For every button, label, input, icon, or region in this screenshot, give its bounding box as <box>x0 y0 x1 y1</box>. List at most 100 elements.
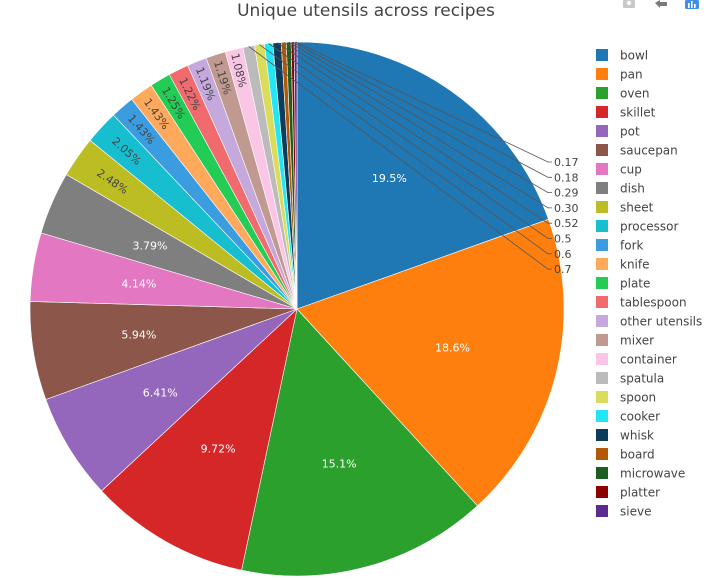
leader-line <box>268 43 552 239</box>
legend-item-platter[interactable]: platter <box>596 486 660 500</box>
legend-item-sieve[interactable]: sieve <box>596 505 651 519</box>
leader-line <box>288 41 552 194</box>
legend-item-tablespoon[interactable]: tablespoon <box>596 296 687 310</box>
legend-label: saucepan <box>620 144 678 158</box>
legend-swatch <box>596 277 608 289</box>
legend-swatch <box>596 505 608 517</box>
pie-slices <box>29 41 565 577</box>
chart-title: Unique utensils across recipes <box>237 1 495 21</box>
legend-swatch <box>596 49 608 61</box>
pie-slice-oven[interactable] <box>241 308 478 577</box>
legend-swatch <box>596 106 608 118</box>
legend-label: other utensils <box>620 315 702 329</box>
legend-swatch <box>596 163 608 175</box>
leader-line <box>276 42 552 224</box>
legend-item-skillet[interactable]: skillet <box>596 106 656 120</box>
pie-label-dish: 3.79% <box>133 239 168 252</box>
leader-line <box>295 41 552 163</box>
legend-swatch <box>596 201 608 213</box>
pie-outside-label: 0.30 <box>554 202 579 215</box>
camera-icon[interactable] <box>622 0 636 9</box>
pie-leader-lines <box>248 41 552 270</box>
pie-slice-skillet[interactable] <box>101 308 298 571</box>
legend-label: plate <box>620 277 650 291</box>
pie-outside-label: 0.52 <box>554 217 579 230</box>
pie-outside-label: 0.7 <box>554 263 572 276</box>
legend-swatch <box>596 429 608 441</box>
plotly-logo-icon[interactable] <box>685 0 699 9</box>
legend-label: pot <box>620 125 640 139</box>
legend-label: pan <box>620 68 643 82</box>
legend-label: skillet <box>620 106 656 120</box>
legend-item-processor[interactable]: processor <box>596 220 678 234</box>
legend-swatch <box>596 296 608 308</box>
legend-swatch <box>596 68 608 80</box>
legend-item-pan[interactable]: pan <box>596 68 643 82</box>
pie-outside-labels: 0.17 0.18 0.29 0.30 0.52 0.5 0.6 0.7 <box>554 156 579 276</box>
legend-swatch <box>596 353 608 365</box>
legend-label: knife <box>620 258 650 272</box>
legend-label: spoon <box>620 391 656 405</box>
legend-label: dish <box>620 182 645 196</box>
legend-item-cooker[interactable]: cooker <box>596 410 660 424</box>
pie-label-bowl: 19.5% <box>372 172 407 185</box>
legend-swatch <box>596 239 608 251</box>
legend-label: whisk <box>620 429 654 443</box>
leader-line <box>259 44 552 255</box>
legend-item-whisk[interactable]: whisk <box>596 429 654 443</box>
legend-item-microwave[interactable]: microwave <box>596 467 685 481</box>
legend-swatch <box>596 486 608 498</box>
legend-swatch <box>596 391 608 403</box>
legend-label: bowl <box>620 49 648 63</box>
legend-label: sieve <box>620 505 651 519</box>
legend-label: processor <box>620 220 678 234</box>
legend-item-other-utensils[interactable]: other utensils <box>596 315 702 329</box>
legend-item-plate[interactable]: plate <box>596 277 650 291</box>
legend-item-sheet[interactable]: sheet <box>596 201 654 215</box>
legend-label: platter <box>620 486 660 500</box>
legend-label: cup <box>620 163 642 177</box>
legend-label: fork <box>620 239 644 253</box>
pie-outside-label: 0.29 <box>554 187 579 200</box>
legend-label: tablespoon <box>620 296 687 310</box>
legend-swatch <box>596 315 608 327</box>
legend-swatch <box>596 144 608 156</box>
legend-item-spoon[interactable]: spoon <box>596 391 656 405</box>
pie-outside-label: 0.17 <box>554 156 579 169</box>
legend-item-mixer[interactable]: mixer <box>596 334 654 348</box>
pie-slice-sieve[interactable] <box>293 41 298 310</box>
legend-label: spatula <box>620 372 664 386</box>
pie-label-cup: 4.14% <box>121 278 156 291</box>
legend-item-dish[interactable]: dish <box>596 182 645 196</box>
legend-item-board[interactable]: board <box>596 448 655 462</box>
legend-label: container <box>620 353 677 367</box>
legend-item-pot[interactable]: pot <box>596 125 640 139</box>
pie-outside-label: 0.5 <box>554 233 572 246</box>
back-arrow-icon[interactable] <box>654 0 668 9</box>
leader-line <box>283 41 552 209</box>
legend-swatch <box>596 220 608 232</box>
legend-label: oven <box>620 87 649 101</box>
legend-item-oven[interactable]: oven <box>596 87 649 101</box>
legend-item-fork[interactable]: fork <box>596 239 644 253</box>
legend-label: sheet <box>620 201 654 215</box>
legend-label: cooker <box>620 410 660 424</box>
legend-item-bowl[interactable]: bowl <box>596 49 648 63</box>
legend-swatch <box>596 372 608 384</box>
legend-item-cup[interactable]: cup <box>596 163 642 177</box>
pie-slice-pan[interactable] <box>296 218 565 507</box>
legend-item-spatula[interactable]: spatula <box>596 372 664 386</box>
legend-item-saucepan[interactable]: saucepan <box>596 144 678 158</box>
legend-swatch <box>596 467 608 479</box>
legend-swatch <box>596 448 608 460</box>
pie-outside-label: 0.18 <box>554 171 579 184</box>
legend-item-knife[interactable]: knife <box>596 258 650 272</box>
legend-item-container[interactable]: container <box>596 353 677 367</box>
legend-swatch <box>596 334 608 346</box>
legend-label: board <box>620 448 655 462</box>
pie-label-saucepan: 5.94% <box>121 328 156 341</box>
legend-swatch <box>596 258 608 270</box>
legend-swatch <box>596 182 608 194</box>
pie-outside-label: 0.6 <box>554 248 572 261</box>
